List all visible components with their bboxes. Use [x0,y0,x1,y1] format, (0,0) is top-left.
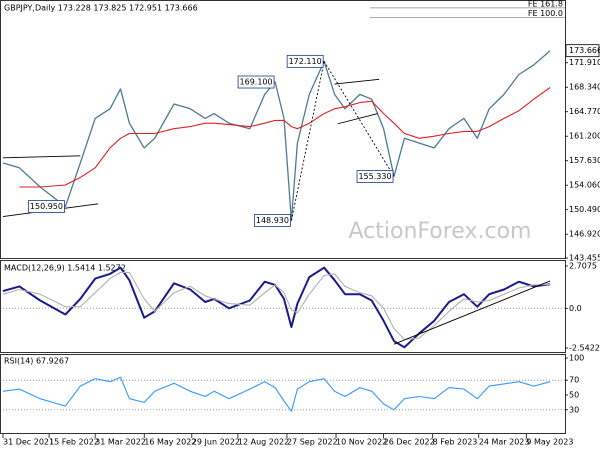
y-tick-label: 157.630 [569,156,600,165]
y-tick-label: 168.340 [569,83,600,92]
y-tick-label: 164.770 [569,107,600,116]
dotted-line [290,61,325,221]
macd-frame [0,260,566,353]
annotation-box [28,200,65,213]
y-tick-label: 154.060 [569,181,600,190]
series-line [2,271,551,341]
trendline [393,280,551,345]
y-tick-label: 161.200 [569,132,600,141]
x-tick-label: 27 Sep 2022 [287,438,338,447]
x-tick-label: 15 Feb 2022 [49,438,99,447]
y-tick-label: 0.0 [569,304,582,313]
annotation-label: 172.110 [289,57,322,66]
y-tick-label: 2.7075 [569,262,597,271]
x-tick-label: 31 Dec 2021 [3,438,54,447]
y-tick-label: 100 [569,354,584,363]
trendline [334,78,380,85]
x-tick-label: 26 Dec 2022 [384,438,435,447]
trendline [337,113,378,125]
y-tick-label: 171.910 [569,58,600,67]
x-tick-label: 9 May 2023 [526,438,573,447]
watermark: ActionForex.com [349,219,532,244]
price-frame [0,0,566,259]
y-tick-label: 150.490 [569,205,600,214]
annotation-label: 169.100 [240,78,273,87]
x-tick-label: 10 Nov 2022 [336,438,387,447]
x-tick-label: 31 Mar 2022 [95,438,146,447]
annotation-label: 150.950 [30,202,63,211]
x-tick-label: 12 Aug 2022 [238,438,289,447]
y-tick-label: 146.920 [569,230,600,239]
series-line [2,266,551,349]
trendline [2,155,81,159]
x-tick-label: 8 Feb 2023 [433,438,478,447]
macd-title: MACD(12,26,9) 1.5414 1.5272 [4,264,126,273]
y-tick-label: 143.455 [569,254,600,263]
y-tick-label: -2.5422 [569,344,600,353]
y-tick-label: 70 [569,376,579,385]
x-tick-label: 29 Jun 2022 [192,438,240,447]
x-tick-label: 16 May 2022 [144,438,196,447]
series-line [19,87,551,188]
y-tick-label: 50 [569,391,579,400]
annotation-box [286,54,324,68]
fe-label: FE 100.0 [528,9,563,18]
annotation-label: 148.930 [256,216,289,225]
fe-label: FE 161.8 [528,0,563,8]
current-price-label: 173.666 [569,46,600,55]
x-tick-label: 24 Mar 2023 [479,438,530,447]
series-line [2,376,551,412]
chart-title: GBPJPY,Daily 173.228 173.825 172.951 173… [4,4,198,13]
dotted-line [323,61,395,177]
rsi-frame [0,354,566,434]
annotation-box [356,170,394,183]
annotation-box [237,75,275,89]
annotation-label: 155.330 [358,172,391,181]
current-price-box [565,44,600,58]
annotation-box [254,214,291,227]
y-tick-label: 30 [569,405,579,414]
rsi-title: RSI(14) 67.9267 [4,357,69,366]
